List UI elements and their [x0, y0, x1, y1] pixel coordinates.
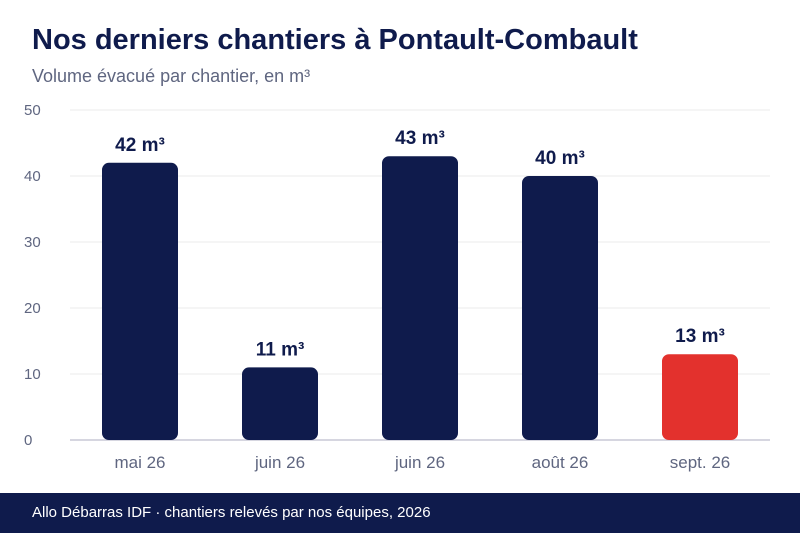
- y-tick-label: 30: [24, 234, 41, 251]
- y-tick-label: 0: [24, 432, 32, 449]
- bar-chart: 0 10 20 30 40 50 42 m³ mai 26 11 m³ juin 26 43 m³ j…: [24, 102, 770, 472]
- bar-2: [242, 367, 318, 440]
- y-tick-label: 40: [24, 168, 41, 185]
- bar-value-label: 40 m³: [535, 148, 585, 169]
- x-tick-label: juin 26: [254, 453, 305, 472]
- y-tick-label: 10: [24, 366, 41, 383]
- bar-value-label: 13 m³: [675, 326, 725, 347]
- chart-title: Nos derniers chantiers à Pontault-Combau…: [32, 24, 638, 56]
- bar-3: [382, 156, 458, 440]
- bar-5: [662, 354, 738, 440]
- x-tick-label: mai 26: [114, 453, 165, 472]
- bar-value-label: 42 m³: [115, 135, 165, 156]
- bar-1: [102, 162, 178, 441]
- bar-value-label: 11 m³: [256, 339, 305, 360]
- footer-source: Allo Débarras IDF · chantiers relevés pa…: [32, 504, 431, 521]
- y-tick-label: 50: [24, 102, 41, 119]
- x-tick-label: août 26: [532, 453, 589, 472]
- chart-subtitle: Volume évacué par chantier, en m³: [32, 66, 311, 86]
- bar-4: [522, 176, 598, 440]
- y-tick-label: 20: [24, 300, 41, 317]
- x-tick-label: juin 26: [394, 453, 445, 472]
- x-tick-label: sept. 26: [670, 453, 731, 472]
- footer-bar: Allo Débarras IDF · chantiers relevés pa…: [0, 493, 800, 533]
- bar-value-label: 43 m³: [395, 128, 445, 149]
